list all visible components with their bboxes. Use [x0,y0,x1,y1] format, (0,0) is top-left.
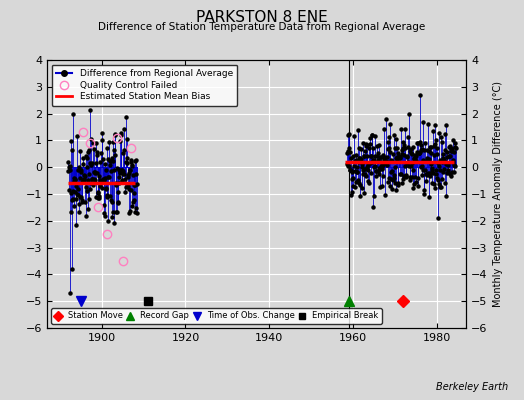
Text: PARKSTON 8 ENE: PARKSTON 8 ENE [196,10,328,25]
Text: Difference of Station Temperature Data from Regional Average: Difference of Station Temperature Data f… [99,22,425,32]
Text: Berkeley Earth: Berkeley Earth [436,382,508,392]
Y-axis label: Monthly Temperature Anomaly Difference (°C): Monthly Temperature Anomaly Difference (… [493,81,503,307]
Legend: Station Move, Record Gap, Time of Obs. Change, Empirical Break: Station Move, Record Gap, Time of Obs. C… [51,308,382,324]
